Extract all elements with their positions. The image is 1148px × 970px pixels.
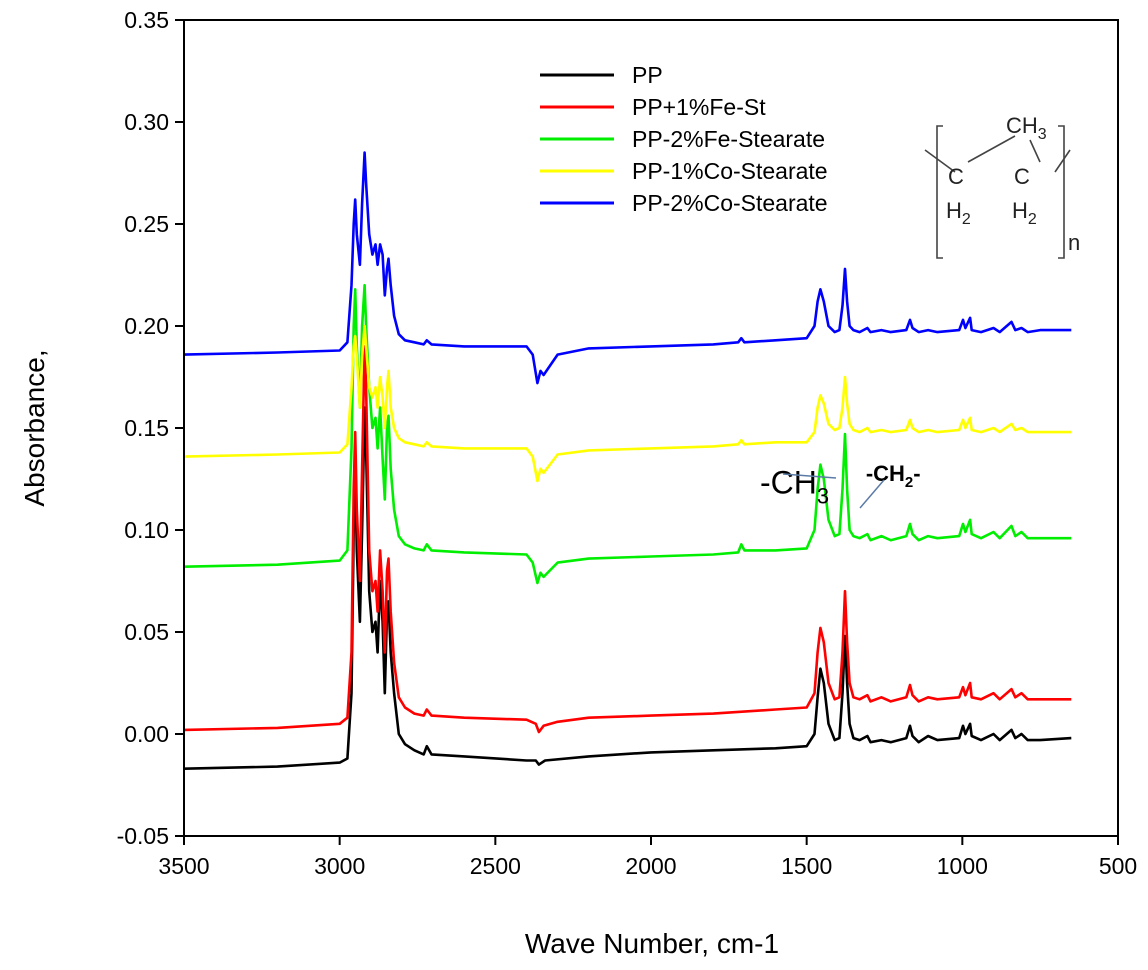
structure-c-right: C (1014, 164, 1030, 189)
structure-h2-right: H2 (1012, 198, 1037, 228)
polypropylene-structure: CH3 C H2 C H2 n (924, 113, 1080, 259)
x-tick-label: 2000 (625, 853, 676, 879)
series-line-4 (184, 324, 1072, 483)
series-line-1 (184, 406, 1072, 770)
y-tick-label: 0.10 (124, 517, 169, 543)
legend-label: PP-1%Co-Stearate (632, 158, 828, 184)
y-tick-label: 0.00 (124, 721, 169, 747)
y-tick-label: 0.15 (124, 415, 169, 441)
structure-ch3: CH3 (1006, 113, 1047, 143)
legend-label: PP-2%Co-Stearate (632, 190, 828, 216)
legend-label: PP-2%Fe-Stearate (632, 126, 825, 152)
annotation-ch2-leader (859, 479, 885, 509)
x-axis-title: Wave Number, cm-1 (525, 928, 779, 959)
y-tick-label: -0.05 (117, 823, 169, 849)
x-tick-label: 2500 (470, 853, 521, 879)
x-tick-label: 3500 (158, 853, 209, 879)
y-tick-label: 0.20 (124, 313, 169, 339)
x-tick-label: 500 (1099, 853, 1137, 879)
series-line-2 (184, 345, 1072, 734)
series-line-5 (184, 151, 1072, 385)
y-tick-label: 0.35 (124, 7, 169, 33)
y-axis-title: Absorbance, (19, 349, 50, 506)
legend-label: PP (632, 62, 663, 88)
x-tick-label: 1000 (937, 853, 988, 879)
y-tick-label: 0.05 (124, 619, 169, 645)
series-line-3 (184, 283, 1072, 585)
structure-repeat-n: n (1068, 230, 1080, 255)
y-tick-label: 0.25 (124, 211, 169, 237)
x-tick-label: 3000 (314, 853, 365, 879)
annotation-ch3-leader (782, 473, 837, 479)
structure-c-left: C (948, 164, 964, 189)
structure-h2-left: H2 (946, 198, 971, 228)
legend-label: PP+1%Fe-St (632, 94, 766, 120)
x-tick-label: 1500 (781, 853, 832, 879)
annotation-ch2: -CH2- (866, 461, 921, 491)
y-tick-label: 0.30 (124, 109, 169, 135)
annotation-ch3: -CH3 (760, 464, 829, 508)
